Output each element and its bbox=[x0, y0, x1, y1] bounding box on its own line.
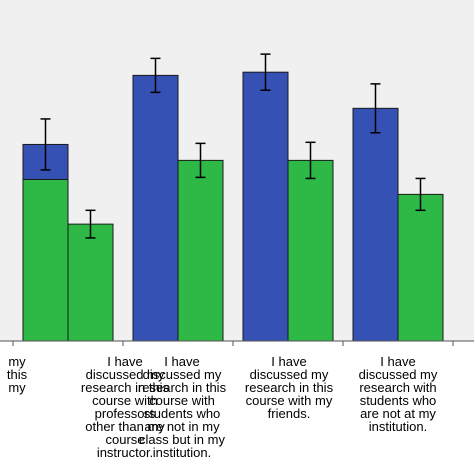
category-label-3: I have discussed my research in this cou… bbox=[244, 354, 334, 421]
bar-s0-c2 bbox=[132, 74, 179, 342]
x-ticks-layer bbox=[12, 341, 454, 346]
bar-s1-c3 bbox=[287, 159, 334, 342]
category-label-4: I have discussed my research with studen… bbox=[358, 354, 438, 434]
bar-s1-c2 bbox=[177, 159, 224, 342]
category-label-1: I have discussed my research in this cou… bbox=[80, 354, 170, 460]
bar-s0-c3 bbox=[242, 71, 289, 342]
category-label-0: my this my bbox=[6, 354, 28, 395]
error-bars-layer bbox=[40, 53, 426, 239]
category-label-2: I have discussed my research in this cou… bbox=[137, 354, 227, 460]
bar-s1-c1 bbox=[67, 223, 114, 342]
bar-s1-c0 bbox=[22, 179, 69, 342]
bar-s1-c4 bbox=[397, 193, 444, 342]
bars-layer bbox=[22, 71, 444, 342]
bar-s0-c4 bbox=[352, 107, 399, 342]
